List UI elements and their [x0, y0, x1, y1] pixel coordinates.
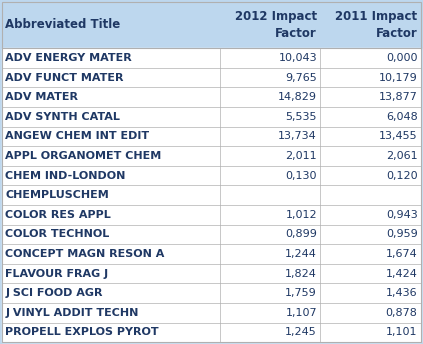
Text: CHEM IND-LONDON: CHEM IND-LONDON: [5, 171, 126, 181]
Text: 1,101: 1,101: [386, 327, 418, 337]
Text: 2011 Impact
Factor: 2011 Impact Factor: [335, 10, 418, 40]
Text: 0,878: 0,878: [386, 308, 418, 318]
Text: ANGEW CHEM INT EDIT: ANGEW CHEM INT EDIT: [5, 131, 150, 141]
Text: 1,824: 1,824: [285, 269, 317, 279]
Bar: [2, 166, 421, 185]
Bar: [2, 323, 421, 342]
Text: 1,436: 1,436: [386, 288, 418, 298]
Text: 1,245: 1,245: [285, 327, 317, 337]
Text: 9,765: 9,765: [285, 73, 317, 83]
Text: 0,959: 0,959: [386, 229, 418, 239]
Text: 1,244: 1,244: [285, 249, 317, 259]
Bar: [2, 303, 421, 323]
Text: 0,943: 0,943: [386, 210, 418, 220]
Text: FLAVOUR FRAG J: FLAVOUR FRAG J: [5, 269, 109, 279]
Bar: [2, 283, 421, 303]
Text: J VINYL ADDIT TECHN: J VINYL ADDIT TECHN: [5, 308, 139, 318]
Text: APPL ORGANOMET CHEM: APPL ORGANOMET CHEM: [5, 151, 162, 161]
Bar: [2, 185, 421, 205]
Text: PROPELL EXPLOS PYROT: PROPELL EXPLOS PYROT: [5, 327, 159, 337]
Text: 10,043: 10,043: [278, 53, 317, 63]
Text: 5,535: 5,535: [286, 112, 317, 122]
Text: 2,061: 2,061: [386, 151, 418, 161]
Bar: [2, 68, 421, 87]
Text: J SCI FOOD AGR: J SCI FOOD AGR: [5, 288, 103, 298]
Text: 1,107: 1,107: [286, 308, 317, 318]
Text: 0,899: 0,899: [285, 229, 317, 239]
Bar: [2, 205, 421, 225]
Text: 13,877: 13,877: [379, 92, 418, 102]
Text: 0,120: 0,120: [386, 171, 418, 181]
Text: 1,424: 1,424: [386, 269, 418, 279]
Text: 13,734: 13,734: [278, 131, 317, 141]
Text: ADV SYNTH CATAL: ADV SYNTH CATAL: [5, 112, 121, 122]
Text: ADV ENERGY MATER: ADV ENERGY MATER: [5, 53, 132, 63]
Text: 13,455: 13,455: [379, 131, 418, 141]
Text: ADV FUNCT MATER: ADV FUNCT MATER: [5, 73, 124, 83]
Text: CHEMPLUSCHEM: CHEMPLUSCHEM: [5, 190, 109, 200]
Bar: [2, 264, 421, 283]
Text: 10,179: 10,179: [379, 73, 418, 83]
Bar: [2, 48, 421, 68]
Text: COLOR RES APPL: COLOR RES APPL: [5, 210, 111, 220]
Text: Abbreviated Title: Abbreviated Title: [5, 19, 121, 31]
Text: COLOR TECHNOL: COLOR TECHNOL: [5, 229, 110, 239]
Bar: [2, 107, 421, 127]
Text: 1,759: 1,759: [285, 288, 317, 298]
Bar: [2, 127, 421, 146]
Text: 14,829: 14,829: [278, 92, 317, 102]
Text: 1,674: 1,674: [386, 249, 418, 259]
Bar: [2, 87, 421, 107]
Bar: [2, 244, 421, 264]
Bar: [2, 146, 421, 166]
Text: ADV MATER: ADV MATER: [5, 92, 79, 102]
Text: CONCEPT MAGN RESON A: CONCEPT MAGN RESON A: [5, 249, 165, 259]
Text: 2,011: 2,011: [286, 151, 317, 161]
Text: 1,012: 1,012: [286, 210, 317, 220]
Text: 2012 Impact
Factor: 2012 Impact Factor: [235, 10, 317, 40]
Text: 6,048: 6,048: [386, 112, 418, 122]
Bar: [2, 225, 421, 244]
Text: 0,000: 0,000: [386, 53, 418, 63]
Text: 0,130: 0,130: [286, 171, 317, 181]
Bar: [2, 2, 421, 48]
